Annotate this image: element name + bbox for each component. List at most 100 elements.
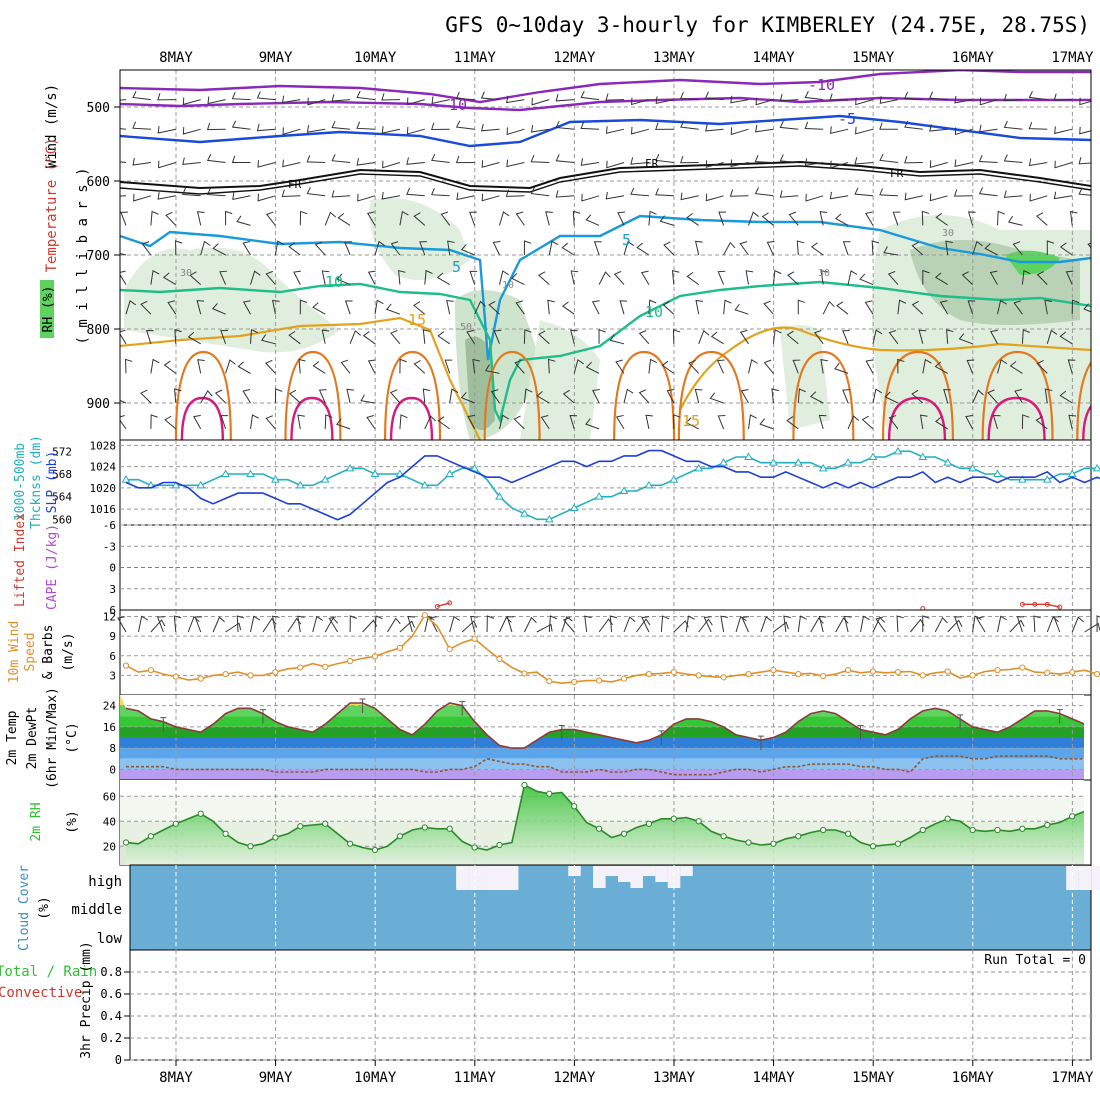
isotherm-20-loops [174, 350, 1091, 440]
upper-wind-barb [705, 160, 724, 168]
upper-wind-barb [281, 95, 301, 104]
y-tick-label: 6 [109, 650, 116, 663]
upper-wind-barb [987, 389, 998, 404]
surface-wind-barb [399, 620, 415, 633]
upper-wind-barb [231, 120, 251, 130]
surface-wind-barb [584, 615, 592, 633]
wind-speed-marker [546, 678, 553, 685]
upper-wind-barb [935, 212, 948, 226]
surface-wind-barb [429, 616, 438, 633]
bottom-date-label: 12MAY [553, 1070, 596, 1086]
upper-wind-barb [1028, 90, 1048, 101]
upper-wind-barb [1094, 271, 1100, 285]
upper-wind-barb [1046, 329, 1058, 344]
upper-wind-barb [474, 300, 486, 315]
temp-series [125, 698, 1084, 776]
upper-wind-barb [1059, 390, 1073, 404]
upper-wind-barb [954, 159, 973, 168]
surface-wind-barb [860, 615, 870, 633]
surface-wind-barb [1071, 616, 1084, 633]
upper-wind-barb [545, 211, 553, 226]
upper-wind-barb [883, 246, 898, 256]
temp-color-band [120, 737, 1084, 749]
upper-wind-barb [506, 159, 525, 168]
upper-wind-barb [538, 330, 550, 345]
upper-wind-barb [705, 193, 724, 202]
upper-wind-barb [206, 122, 226, 131]
rh-legend-swatch [40, 280, 54, 338]
surface-wind-barb [349, 615, 358, 633]
rh-marker [869, 843, 877, 850]
upper-wind-barb [1059, 331, 1073, 345]
rh-marker [546, 790, 553, 797]
temp-minmax-bar [259, 709, 266, 724]
surface-wind-barb [194, 616, 203, 633]
upper-wind-barb [680, 91, 699, 101]
surface-wind-barb [623, 616, 636, 633]
upper-wind-barb [709, 392, 724, 404]
upper-wind-barb [648, 358, 658, 374]
upper-wind-barb [357, 193, 376, 202]
contour-label: 50 [460, 322, 472, 333]
upper-wind-barb [366, 211, 376, 226]
upper-wind-barb [787, 271, 799, 285]
upper-wind-barb [573, 359, 584, 374]
precip-ticks: 0.8 0.6 0.4 0.2 0 [100, 965, 1073, 1067]
upper-wind-barb [499, 414, 509, 430]
contour-label: FR [645, 157, 659, 170]
upper-wind-barb [570, 329, 578, 344]
surface-wind-barb [810, 617, 824, 633]
upper-wind-barb [145, 329, 154, 344]
upper-wind-barb [967, 300, 976, 315]
surface-wind-barb [1033, 615, 1041, 633]
upper-wind-barb [298, 358, 306, 374]
high-cloud-block [618, 866, 631, 882]
upper-wind-barb [140, 389, 152, 404]
precip-panel: 0.8 0.6 0.4 0.2 0 Run Total = 0 Total / Rain… [0, 941, 1092, 1067]
thickness-marker [918, 452, 928, 460]
upper-wind-barb [1012, 241, 1023, 256]
upper-wind-barb [250, 414, 259, 429]
high-cloud-block [493, 866, 506, 890]
upper-wind-barb [165, 211, 177, 226]
temp-minmax-bar [957, 714, 964, 729]
thickness-marker [694, 463, 704, 472]
upper-wind-barb [748, 211, 759, 226]
contour-label: -10 [440, 96, 467, 114]
upper-wind-barb [167, 300, 177, 315]
rh-marker [197, 810, 204, 817]
upper-wind-barb [163, 360, 177, 374]
upper-wind-barb [225, 210, 233, 226]
surface-wind-barb [225, 622, 242, 633]
high-cloud-block [680, 866, 693, 876]
upper-wind-barb [638, 389, 650, 404]
upper-wind-barb [272, 299, 280, 315]
high-cloud-block [593, 866, 606, 888]
upper-wind-barb [1021, 269, 1031, 285]
y-tick-label: 60 [103, 790, 116, 803]
upper-wind-barb [331, 190, 351, 198]
upper-wind-barb [547, 358, 556, 374]
upper-wind-barb [250, 329, 259, 344]
temp-mask [120, 695, 1084, 749]
rh-shade-patch [780, 325, 830, 430]
upper-wind-barb [636, 242, 650, 256]
thickness-marker [171, 480, 181, 489]
contour-label: FR [890, 167, 904, 180]
temp-side-label-0: 2m Temp [5, 710, 20, 765]
upper-wind-barb [406, 157, 425, 165]
upper-wind-barb [157, 192, 176, 200]
upper-wind-barb [413, 212, 426, 226]
isotherm-25-loop [180, 396, 225, 440]
upper-wind-barb [256, 91, 276, 101]
upper-wind-barb [472, 358, 480, 374]
upper-wind-barb [685, 417, 699, 430]
slp-ticks: 1028 1024 1020 1016 572 568 564 560 [52, 439, 116, 526]
surface-wind-barb [173, 615, 182, 633]
upper-wind-barb [1065, 270, 1074, 285]
rh-marker [222, 830, 229, 837]
surface-wind-barb [818, 615, 827, 633]
upper-wind-barb [772, 269, 782, 285]
upper-wind-barb [331, 154, 351, 163]
upper-wind-barb [1044, 388, 1053, 404]
